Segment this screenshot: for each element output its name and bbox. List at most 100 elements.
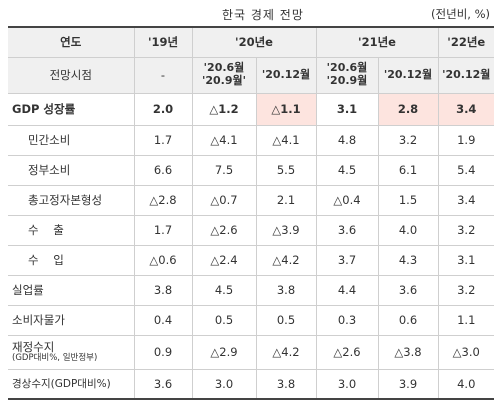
unit-label: (전년비, %) — [431, 7, 490, 21]
cell: △4.2 — [255, 245, 316, 276]
cell: 2.1 — [255, 185, 316, 216]
cell: 4.5 — [191, 274, 256, 306]
cell: 3.0 — [191, 369, 256, 400]
table-row: 재정수지 (GDP대비%, 일반정부) 0.9 △2.9 △4.2 △2.6 △… — [8, 335, 494, 370]
cell: 4.3 — [377, 245, 438, 276]
row-label: 경상수지(GDP대비%) — [8, 369, 134, 400]
point-20-prev-text: '20.6월 '20.9월' — [202, 61, 246, 87]
cell: △4.1 — [191, 125, 256, 156]
row-label: 소비자물가 — [8, 305, 134, 336]
point-21-prev: '20.6월 '20.9월 — [315, 57, 378, 94]
forecast-table: 연도 '19년 '20년e '21년e '22년e 전망시점 - '20.6월 … — [8, 26, 494, 400]
year-20: '20년e — [191, 27, 316, 58]
cell: △0.7 — [191, 185, 256, 216]
forecast-point-row: 전망시점 - '20.6월 '20.9월' '20.12월 '20.6월 '20… — [8, 57, 494, 94]
year-header: 연도 — [8, 27, 134, 58]
table-row: 민간소비 1.7 △4.1 △4.1 4.8 3.2 1.9 — [8, 125, 494, 156]
forecast-point-header: 전망시점 — [8, 57, 134, 94]
table-row: 수 출 1.7 △2.6 △3.9 3.6 4.0 3.2 — [8, 215, 494, 246]
row-label: 수 입 — [8, 245, 134, 276]
row-label-main: 재정수지 — [12, 340, 55, 354]
point-22-dec: '20.12월 — [437, 57, 494, 94]
cell: 1.5 — [377, 185, 438, 216]
row-label: 정부소비 — [8, 155, 134, 186]
cell: 0.5 — [191, 305, 256, 336]
cell: △0.6 — [133, 245, 192, 276]
cell: △4.1 — [255, 125, 316, 156]
cell: △1.2 — [191, 92, 256, 126]
cell: 4.0 — [437, 369, 494, 400]
cell: 3.8 — [133, 274, 192, 306]
row-label: 민간소비 — [8, 125, 134, 156]
year-21: '21년e — [315, 27, 438, 58]
cell: 3.7 — [315, 245, 378, 276]
cell: 1.7 — [133, 215, 192, 246]
table-title: 한국 경제 전망 — [222, 8, 304, 22]
cell: 3.2 — [437, 215, 494, 246]
cell: 3.9 — [377, 369, 438, 400]
cell: 0.4 — [133, 305, 192, 336]
cell: 3.1 — [315, 92, 378, 126]
cell: 5.4 — [437, 155, 494, 186]
table-row: GDP 성장률 2.0 △1.2 △1.1 3.1 2.8 3.4 — [8, 92, 494, 126]
table-caption: 한국 경제 전망 (전년비, %) — [0, 0, 500, 26]
cell: 4.0 — [377, 215, 438, 246]
cell: 2.8 — [377, 92, 438, 126]
table-row: 경상수지(GDP대비%) 3.6 3.0 3.8 3.0 3.9 4.0 — [8, 369, 494, 400]
cell: △1.1 — [255, 92, 316, 126]
year-header-row: 연도 '19년 '20년e '21년e '22년e — [8, 27, 494, 58]
table-row: 정부소비 6.6 7.5 5.5 4.5 6.1 5.4 — [8, 155, 494, 186]
row-label: 재정수지 (GDP대비%, 일반정부) — [8, 335, 134, 370]
cell: △2.6 — [191, 215, 256, 246]
cell: △2.4 — [191, 245, 256, 276]
point-19: - — [133, 57, 192, 94]
row-label-note: (GDP대비%, 일반정부) — [12, 352, 98, 363]
cell: 3.1 — [437, 245, 494, 276]
cell: 1.1 — [437, 305, 494, 336]
year-19: '19년 — [133, 27, 192, 58]
cell: △4.2 — [255, 335, 316, 370]
cell: 3.0 — [315, 369, 378, 400]
table-row: 소비자물가 0.4 0.5 0.5 0.3 0.6 1.1 — [8, 305, 494, 336]
cell: 0.5 — [255, 305, 316, 336]
cell: 3.6 — [377, 274, 438, 306]
cell: 0.9 — [133, 335, 192, 370]
cell: △2.9 — [191, 335, 256, 370]
point-21-prev-text: '20.6월 '20.9월 — [326, 61, 368, 87]
cell: 5.5 — [255, 155, 316, 186]
table-row: 총고정자본형성 △2.8 △0.7 2.1 △0.4 1.5 3.4 — [8, 185, 494, 216]
point-20-prev: '20.6월 '20.9월' — [191, 57, 256, 94]
row-label: GDP 성장률 — [8, 92, 134, 126]
cell: 2.0 — [133, 92, 192, 126]
cell: 7.5 — [191, 155, 256, 186]
cell: 0.3 — [315, 305, 378, 336]
cell: 6.1 — [377, 155, 438, 186]
cell: 4.8 — [315, 125, 378, 156]
row-label: 실업률 — [8, 274, 134, 306]
cell: △3.9 — [255, 215, 316, 246]
cell: 3.2 — [377, 125, 438, 156]
year-22: '22년e — [437, 27, 494, 58]
cell: 3.8 — [255, 274, 316, 306]
cell: 3.8 — [255, 369, 316, 400]
cell: 4.5 — [315, 155, 378, 186]
cell: 3.4 — [437, 92, 494, 126]
cell: 0.6 — [377, 305, 438, 336]
cell: △2.8 — [133, 185, 192, 216]
cell: 4.4 — [315, 274, 378, 306]
point-20-dec: '20.12월 — [255, 57, 316, 94]
cell: 1.9 — [437, 125, 494, 156]
row-label: 수 출 — [8, 215, 134, 246]
cell: △0.4 — [315, 185, 378, 216]
cell: 3.6 — [133, 369, 192, 400]
cell: 6.6 — [133, 155, 192, 186]
cell: 3.6 — [315, 215, 378, 246]
point-21-dec: '20.12월 — [377, 57, 438, 94]
cell: △2.6 — [315, 335, 378, 370]
cell: 3.4 — [437, 185, 494, 216]
table-row: 실업률 3.8 4.5 3.8 4.4 3.6 3.2 — [8, 274, 494, 306]
cell: △3.0 — [437, 335, 494, 370]
row-label: 총고정자본형성 — [8, 185, 134, 216]
table-row: 수 입 △0.6 △2.4 △4.2 3.7 4.3 3.1 — [8, 245, 494, 276]
cell: 3.2 — [437, 274, 494, 306]
